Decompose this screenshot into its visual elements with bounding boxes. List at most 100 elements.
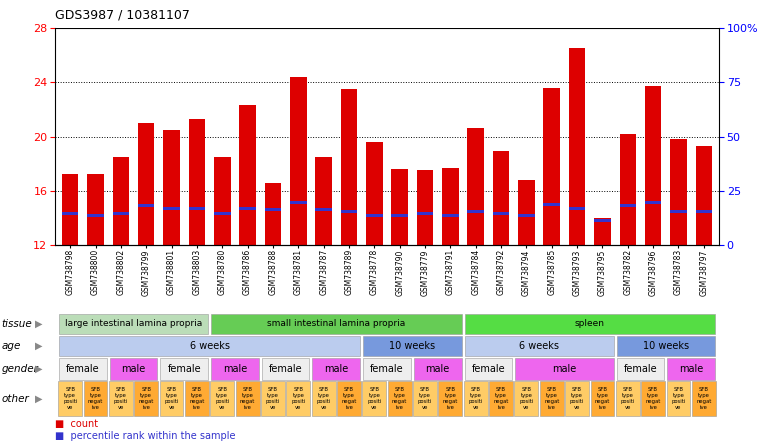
Text: female: female — [66, 364, 99, 374]
Text: SFB
type
positi
ve: SFB type positi ve — [468, 387, 483, 410]
Text: SFB
type
positi
ve: SFB type positi ve — [215, 387, 229, 410]
Bar — [239, 207, 256, 210]
Bar — [569, 207, 585, 210]
Bar — [163, 130, 180, 245]
Bar — [138, 123, 154, 245]
Bar — [442, 214, 458, 217]
Text: ▶: ▶ — [35, 364, 43, 374]
Bar — [493, 212, 510, 215]
Bar — [112, 212, 129, 215]
Bar — [620, 134, 636, 245]
Text: SFB
type
positi
ve: SFB type positi ve — [316, 387, 331, 410]
Text: ■  count: ■ count — [55, 419, 98, 429]
Bar — [239, 105, 256, 245]
Bar — [543, 203, 560, 206]
Bar — [594, 219, 610, 222]
Text: GDS3987 / 10381107: GDS3987 / 10381107 — [55, 8, 190, 21]
Bar — [189, 119, 206, 245]
Text: age: age — [2, 341, 21, 351]
Text: SFB
type
negat
ive: SFB type negat ive — [88, 387, 103, 410]
Bar — [569, 48, 585, 245]
Text: gender: gender — [2, 364, 38, 374]
Text: large intestinal lamina propria: large intestinal lamina propria — [65, 320, 202, 329]
Text: male: male — [121, 364, 146, 374]
Text: tissue: tissue — [2, 319, 32, 329]
Text: SFB
type
positi
ve: SFB type positi ve — [291, 387, 306, 410]
Text: SFB
type
positi
ve: SFB type positi ve — [520, 387, 533, 410]
Text: ▶: ▶ — [35, 393, 43, 404]
Text: SFB
type
positi
ve: SFB type positi ve — [570, 387, 584, 410]
Bar — [163, 207, 180, 210]
Text: 10 weeks: 10 weeks — [643, 341, 689, 351]
Text: ▶: ▶ — [35, 341, 43, 351]
Bar — [290, 202, 306, 204]
Bar — [214, 212, 231, 215]
Bar — [695, 210, 712, 213]
Text: SFB
type
positi
ve: SFB type positi ve — [620, 387, 635, 410]
Bar — [391, 214, 408, 217]
Text: SFB
type
positi
ve: SFB type positi ve — [266, 387, 280, 410]
Text: 6 weeks: 6 weeks — [519, 341, 559, 351]
Bar — [366, 142, 383, 245]
Bar — [316, 157, 332, 245]
Bar — [594, 218, 610, 245]
Bar — [316, 208, 332, 211]
Bar — [417, 170, 433, 245]
Text: small intestinal lamina propria: small intestinal lamina propria — [267, 320, 406, 329]
Text: male: male — [324, 364, 348, 374]
Bar — [645, 202, 662, 204]
Text: SFB
type
negat
ive: SFB type negat ive — [189, 387, 205, 410]
Text: female: female — [371, 364, 404, 374]
Text: SFB
type
negat
ive: SFB type negat ive — [646, 387, 661, 410]
Bar — [391, 169, 408, 245]
Bar — [62, 212, 79, 215]
Text: SFB
type
negat
ive: SFB type negat ive — [138, 387, 154, 410]
Bar — [695, 146, 712, 245]
Bar — [417, 212, 433, 215]
Text: SFB
type
positi
ve: SFB type positi ve — [418, 387, 432, 410]
Bar — [442, 168, 458, 245]
Bar — [645, 86, 662, 245]
Text: female: female — [471, 364, 505, 374]
Bar — [138, 204, 154, 207]
Text: SFB
type
negat
ive: SFB type negat ive — [494, 387, 509, 410]
Bar — [189, 207, 206, 210]
Bar — [264, 208, 281, 211]
Bar — [214, 157, 231, 245]
Text: SFB
type
positi
ve: SFB type positi ve — [672, 387, 685, 410]
Bar — [468, 210, 484, 213]
Text: SFB
type
positi
ve: SFB type positi ve — [164, 387, 179, 410]
Text: SFB
type
positi
ve: SFB type positi ve — [367, 387, 381, 410]
Text: SFB
type
negat
ive: SFB type negat ive — [240, 387, 255, 410]
Text: ▶: ▶ — [35, 319, 43, 329]
Bar — [366, 214, 383, 217]
Text: male: male — [552, 364, 577, 374]
Bar — [620, 204, 636, 207]
Bar — [518, 214, 535, 217]
Text: other: other — [2, 393, 29, 404]
Bar — [341, 89, 358, 245]
Bar — [543, 87, 560, 245]
Bar — [62, 174, 79, 245]
Bar — [87, 174, 104, 245]
Bar — [87, 214, 104, 217]
Text: spleen: spleen — [575, 320, 605, 329]
Bar — [341, 210, 358, 213]
Bar — [468, 128, 484, 245]
Text: male: male — [679, 364, 703, 374]
Text: female: female — [167, 364, 201, 374]
Text: male: male — [426, 364, 450, 374]
Text: SFB
type
positi
ve: SFB type positi ve — [114, 387, 128, 410]
Text: SFB
type
negat
ive: SFB type negat ive — [442, 387, 458, 410]
Bar — [670, 210, 687, 213]
Text: SFB
type
negat
ive: SFB type negat ive — [594, 387, 610, 410]
Text: SFB
type
negat
ive: SFB type negat ive — [342, 387, 357, 410]
Bar — [290, 77, 306, 245]
Text: male: male — [223, 364, 247, 374]
Bar — [264, 182, 281, 245]
Bar — [493, 151, 510, 245]
Text: SFB
type
negat
ive: SFB type negat ive — [696, 387, 711, 410]
Bar — [518, 180, 535, 245]
Text: 6 weeks: 6 weeks — [189, 341, 230, 351]
Text: SFB
type
positi
ve: SFB type positi ve — [63, 387, 77, 410]
